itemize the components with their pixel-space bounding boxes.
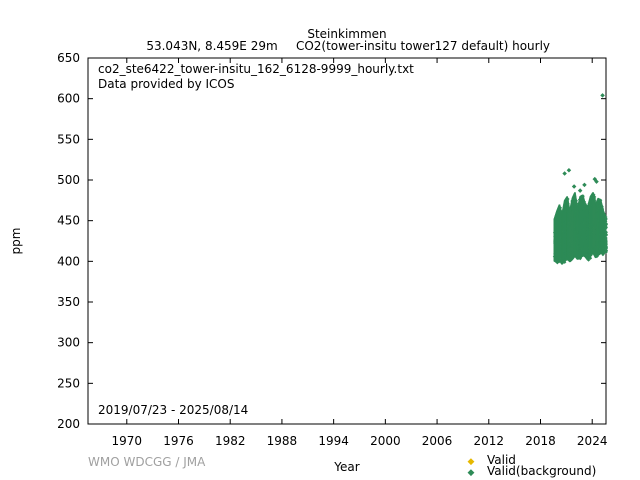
y-tick-label: 300 — [57, 336, 80, 350]
x-tick-label: 1970 — [112, 434, 143, 448]
y-tick-label: 450 — [57, 214, 80, 228]
x-tick-label: 2018 — [525, 434, 556, 448]
y-tick-label: 200 — [57, 417, 80, 431]
x-tick-label: 2012 — [474, 434, 505, 448]
y-tick-label: 650 — [57, 51, 80, 65]
x-tick-label: 1982 — [215, 434, 246, 448]
y-tick-label: 600 — [57, 92, 80, 106]
legend-label-valid: Valid — [487, 453, 516, 467]
x-tick-label: 1988 — [267, 434, 298, 448]
provider-label: Data provided by ICOS — [98, 77, 234, 91]
x-tick-label: 1994 — [318, 434, 349, 448]
data-point — [588, 256, 593, 260]
legend-marker-valid: ◆ — [468, 457, 475, 467]
y-tick-label: 400 — [57, 254, 80, 268]
data-point-outlier — [600, 93, 605, 98]
data-point-outlier — [566, 167, 572, 173]
legend: ◆ Valid ◆ Valid(background) — [468, 453, 597, 478]
data-point-outlier — [571, 184, 577, 189]
data-point-outlier — [582, 182, 587, 188]
x-tick-label: 2000 — [370, 434, 401, 448]
chart-title: Steinkimmen — [307, 27, 386, 41]
y-axis: 200 250 300 350 400 450 500 550 600 650 — [57, 51, 606, 431]
legend-marker-background: ◆ — [468, 468, 475, 478]
y-axis-label: ppm — [9, 228, 23, 255]
y-tick-label: 250 — [57, 376, 80, 390]
chart-subtitle-location: 53.043N, 8.459E 29m — [146, 39, 277, 53]
x-tick-label: 2006 — [422, 434, 453, 448]
x-tick-label: 2024 — [577, 434, 608, 448]
plot-frame — [87, 57, 607, 425]
chart-subtitle-series: CO2(tower-insitu tower127 default) hourl… — [296, 39, 550, 53]
y-tick-label: 550 — [57, 132, 80, 146]
file-name-label: co2_ste6422_tower-insitu_162_6128-9999_h… — [98, 62, 414, 76]
data-points — [552, 93, 609, 265]
data-point — [604, 225, 608, 229]
x-axis: 1970 1976 1982 1988 1994 2000 2006 2012 2018 2024 — [112, 58, 608, 448]
credit-label: WMO WDCGG / JMA — [88, 455, 206, 469]
date-range-label: 2019/07/23 - 2025/08/14 — [98, 403, 248, 417]
data-point-outlier — [577, 188, 583, 193]
data-point-outlier — [562, 171, 567, 176]
y-tick-label: 500 — [57, 173, 80, 187]
x-axis-label: Year — [333, 460, 359, 474]
x-tick-label: 1976 — [163, 434, 194, 448]
legend-label-background: Valid(background) — [487, 464, 596, 478]
y-tick-label: 350 — [57, 295, 80, 309]
